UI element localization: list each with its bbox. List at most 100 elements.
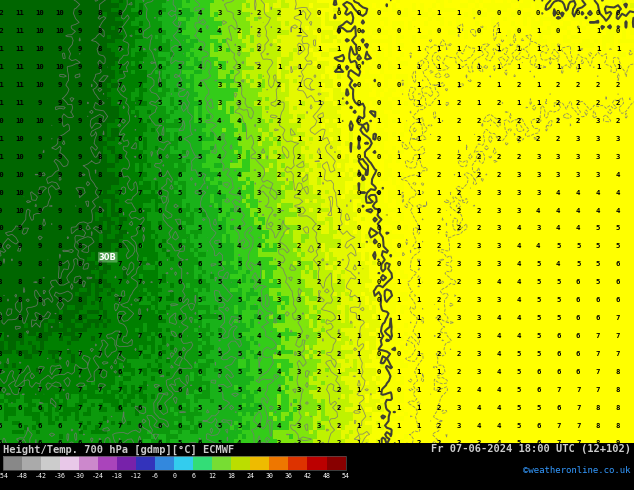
- Text: 7: 7: [77, 405, 82, 411]
- Text: 6: 6: [178, 315, 181, 321]
- Bar: [307, 456, 327, 470]
- Text: 5: 5: [576, 261, 580, 267]
- Text: 5: 5: [178, 46, 181, 52]
- Text: 7: 7: [37, 387, 42, 392]
- Text: 2: 2: [456, 297, 461, 303]
- Text: 6: 6: [556, 369, 560, 375]
- Text: 8: 8: [616, 369, 620, 375]
- Text: 4: 4: [257, 333, 261, 339]
- Text: 1: 1: [357, 369, 361, 375]
- Text: 5: 5: [217, 387, 221, 392]
- Text: 6: 6: [157, 64, 162, 70]
- Text: 8: 8: [98, 46, 102, 52]
- Text: 3: 3: [317, 422, 321, 429]
- Text: 2: 2: [317, 244, 321, 249]
- Text: 1: 1: [417, 154, 421, 160]
- Text: 8: 8: [58, 244, 62, 249]
- Text: 6: 6: [157, 441, 162, 446]
- Text: 7: 7: [138, 387, 142, 392]
- Text: 1: 1: [476, 100, 481, 106]
- Text: -30: -30: [74, 473, 85, 479]
- Text: 1: 1: [337, 46, 341, 52]
- Text: 10: 10: [36, 10, 44, 17]
- Text: 5: 5: [178, 441, 181, 446]
- Text: 8: 8: [77, 172, 82, 178]
- Text: 7: 7: [138, 261, 142, 267]
- Text: 1: 1: [436, 369, 441, 375]
- Text: 4: 4: [496, 315, 501, 321]
- Text: 5: 5: [536, 405, 541, 411]
- Text: 1: 1: [396, 118, 401, 124]
- Text: 11: 11: [0, 136, 4, 142]
- Text: 2: 2: [456, 244, 461, 249]
- Text: 0: 0: [396, 351, 401, 357]
- Text: 2: 2: [456, 225, 461, 231]
- Text: 4: 4: [237, 136, 242, 142]
- Text: 9: 9: [58, 46, 62, 52]
- Text: 1: 1: [576, 46, 580, 52]
- Text: 6: 6: [197, 369, 202, 375]
- Text: 8: 8: [0, 297, 2, 303]
- Text: 0: 0: [377, 10, 381, 17]
- Text: 6: 6: [157, 405, 162, 411]
- Text: 1: 1: [357, 422, 361, 429]
- Text: 5: 5: [217, 369, 221, 375]
- Text: 4: 4: [257, 261, 261, 267]
- Text: 7: 7: [98, 351, 102, 357]
- Text: 1: 1: [377, 387, 381, 392]
- Text: 1: 1: [357, 333, 361, 339]
- Text: 7: 7: [117, 118, 122, 124]
- Text: 6: 6: [138, 10, 142, 17]
- Text: 7: 7: [138, 315, 142, 321]
- Text: 9: 9: [58, 172, 62, 178]
- Text: 8: 8: [18, 315, 22, 321]
- Text: 2: 2: [436, 441, 441, 446]
- Text: 8: 8: [77, 297, 82, 303]
- Text: 6: 6: [157, 10, 162, 17]
- Text: 1: 1: [417, 82, 421, 88]
- Text: 2: 2: [436, 279, 441, 285]
- Bar: [60, 456, 79, 470]
- Text: 7: 7: [556, 387, 560, 392]
- Text: 2: 2: [277, 10, 281, 17]
- Text: 2: 2: [456, 190, 461, 196]
- Text: 6: 6: [197, 422, 202, 429]
- Text: 3: 3: [596, 172, 600, 178]
- Text: 4: 4: [197, 82, 202, 88]
- Text: 4: 4: [476, 387, 481, 392]
- Text: 4: 4: [536, 208, 541, 214]
- Text: 4: 4: [257, 351, 261, 357]
- Text: 1: 1: [536, 64, 541, 70]
- Text: 5: 5: [197, 333, 202, 339]
- Text: 6: 6: [596, 297, 600, 303]
- Text: 6: 6: [77, 441, 82, 446]
- Text: 1: 1: [396, 172, 401, 178]
- Text: 7: 7: [576, 441, 580, 446]
- Text: 7: 7: [138, 369, 142, 375]
- Text: 8: 8: [98, 225, 102, 231]
- Text: 0: 0: [377, 208, 381, 214]
- Text: 8: 8: [0, 315, 2, 321]
- Text: 6: 6: [157, 244, 162, 249]
- Text: 4: 4: [257, 422, 261, 429]
- Text: 9: 9: [77, 46, 82, 52]
- Text: 9: 9: [18, 261, 22, 267]
- Text: 5: 5: [217, 261, 221, 267]
- Text: 3: 3: [217, 82, 221, 88]
- Text: 5: 5: [536, 261, 541, 267]
- Text: -6: -6: [152, 473, 159, 479]
- Text: 0: 0: [357, 10, 361, 17]
- Text: 6: 6: [556, 405, 560, 411]
- Text: 1: 1: [496, 46, 501, 52]
- Text: 5: 5: [197, 154, 202, 160]
- Text: 7: 7: [616, 351, 620, 357]
- Text: 1: 1: [516, 46, 521, 52]
- Text: 6: 6: [0, 405, 2, 411]
- Text: 7: 7: [98, 333, 102, 339]
- Text: 4: 4: [516, 279, 521, 285]
- Text: 6: 6: [157, 46, 162, 52]
- Text: 4: 4: [197, 46, 202, 52]
- Text: 6: 6: [157, 261, 162, 267]
- Text: 6: 6: [98, 441, 102, 446]
- Text: 5: 5: [217, 244, 221, 249]
